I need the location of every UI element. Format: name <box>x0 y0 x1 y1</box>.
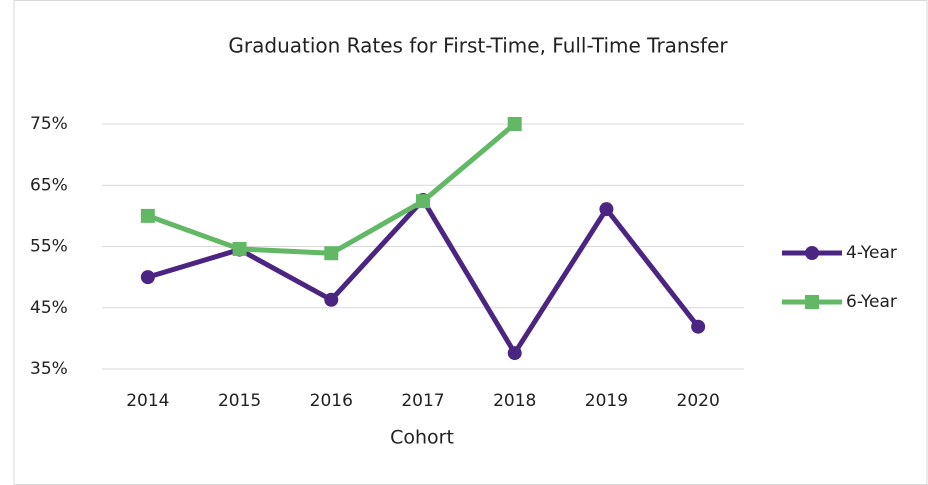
x-tick-label: 2017 <box>401 391 444 411</box>
x-axis-label: Cohort <box>390 427 454 449</box>
y-tick-label: 45% <box>30 298 68 318</box>
y-tick-label: 65% <box>30 175 68 195</box>
y-tick-label: 55% <box>30 237 68 257</box>
data-point <box>140 270 155 285</box>
data-point <box>691 319 706 334</box>
legend-marker <box>805 246 819 260</box>
legend-label: 6-Year <box>846 292 897 312</box>
data-point <box>507 117 522 131</box>
x-tick-label: 2016 <box>310 391 353 411</box>
data-point <box>416 194 430 209</box>
y-tick-label: 35% <box>30 359 68 379</box>
x-tick-label: 2015 <box>218 391 261 411</box>
data-point <box>140 208 155 223</box>
data-point <box>507 346 522 361</box>
data-point <box>599 202 614 217</box>
chart-title: Graduation Rates for First-Time, Full-Ti… <box>228 34 728 58</box>
data-point <box>324 246 339 261</box>
x-tick-label: 2019 <box>585 391 628 411</box>
x-tick-label: 2020 <box>677 391 720 411</box>
x-tick-label: 2014 <box>126 391 169 411</box>
y-tick-label: 75% <box>30 114 68 134</box>
data-point <box>232 241 247 256</box>
data-point <box>324 292 339 307</box>
x-tick-label: 2018 <box>493 391 536 411</box>
chart-border <box>13 0 928 485</box>
legend-label: 4-Year <box>846 243 897 263</box>
legend-marker <box>805 295 819 309</box>
